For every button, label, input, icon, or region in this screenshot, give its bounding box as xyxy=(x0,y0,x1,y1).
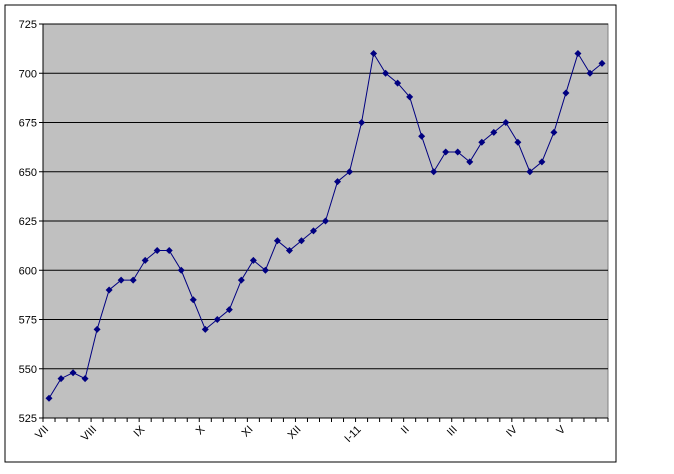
data-point xyxy=(177,266,185,274)
y-tick-label: 550 xyxy=(19,364,37,376)
data-point xyxy=(117,276,125,284)
data-point xyxy=(69,369,77,377)
data-point xyxy=(189,296,197,304)
data-point xyxy=(153,247,161,255)
data-point xyxy=(261,266,269,274)
data-point xyxy=(273,237,281,245)
data-point xyxy=(297,237,305,245)
data-point xyxy=(382,69,390,77)
data-point xyxy=(430,168,438,176)
y-tick-label: 725 xyxy=(19,19,37,31)
data-point xyxy=(466,158,474,166)
data-point xyxy=(285,247,293,255)
data-point xyxy=(442,148,450,156)
y-tick-label: 525 xyxy=(19,413,37,425)
data-point xyxy=(394,79,402,87)
data-point xyxy=(309,227,317,235)
data-point xyxy=(346,168,354,176)
data-point xyxy=(249,256,257,264)
y-tick-label: 675 xyxy=(19,118,37,130)
data-point xyxy=(322,217,329,225)
data-point xyxy=(105,286,113,294)
data-point xyxy=(478,138,486,146)
y-tick-label: 625 xyxy=(19,216,37,228)
data-point xyxy=(237,276,245,284)
y-tick-label: 600 xyxy=(19,265,37,277)
data-point xyxy=(93,325,101,333)
data-point xyxy=(358,119,366,126)
data-point xyxy=(370,50,378,58)
y-tick-label: 650 xyxy=(19,167,37,179)
data-point xyxy=(490,128,498,136)
data-point xyxy=(201,325,209,333)
y-tick-label: 700 xyxy=(19,68,37,80)
data-point xyxy=(526,168,534,176)
data-point xyxy=(57,375,65,383)
data-point xyxy=(574,50,582,58)
data-point xyxy=(81,375,89,383)
data-point xyxy=(225,306,233,314)
data-point xyxy=(502,119,510,126)
data-point xyxy=(598,59,606,67)
data-point xyxy=(586,69,594,77)
data-point xyxy=(334,178,342,186)
y-tick-label: 575 xyxy=(19,315,37,327)
data-point xyxy=(406,93,414,101)
data-point xyxy=(454,148,462,156)
data-point xyxy=(129,276,137,284)
data-point xyxy=(562,89,570,97)
data-point xyxy=(418,132,426,140)
data-point xyxy=(538,158,546,166)
data-point xyxy=(165,247,173,255)
data-point xyxy=(550,128,558,136)
data-point xyxy=(514,138,522,146)
data-point xyxy=(45,394,53,402)
data-point xyxy=(141,256,149,264)
data-point xyxy=(213,316,221,323)
